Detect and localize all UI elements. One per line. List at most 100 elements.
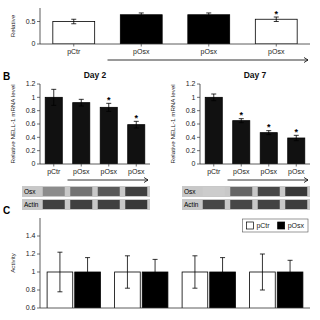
y-tick: [37, 290, 40, 291]
bar: [45, 97, 62, 164]
error-cap: [206, 16, 211, 17]
bar-chart: **00.20.40.60.811.2pCtrpOsxpOsxpOsxRelat…: [3, 70, 150, 183]
y-tick-label: 0.8: [26, 286, 36, 293]
blot-band: [203, 187, 225, 196]
y-tick: [37, 110, 40, 111]
legend-label: pCtr: [256, 222, 270, 230]
y-tick: [37, 84, 40, 85]
blot-band: [98, 187, 120, 196]
dose-arrow-line: [228, 180, 309, 181]
blot-band: [70, 200, 92, 209]
legend-swatch: [278, 222, 285, 229]
bar: [233, 121, 250, 164]
y-axis-label: Relative NELL-1 mRNA level: [9, 84, 16, 163]
y-tick: [197, 150, 200, 151]
error-cap: [274, 21, 279, 22]
error-cap: [134, 128, 139, 129]
bar: [73, 103, 90, 164]
dose-arrow: [108, 58, 309, 63]
error-line: [141, 13, 142, 17]
error-line: [73, 19, 74, 24]
x-tick-label: pOsx: [261, 168, 278, 176]
error-cap: [57, 252, 62, 253]
blot-band: [230, 187, 252, 196]
significance-label: *: [239, 110, 243, 120]
error-cap: [125, 255, 130, 256]
error-line: [194, 256, 195, 288]
error-bar: [153, 259, 158, 284]
bar: [188, 15, 230, 44]
x-tick: [268, 164, 269, 167]
panel-label: C: [3, 205, 10, 216]
bar-chart: *00.5pCtrpOsxpOsxpOsxRelative: [9, 8, 310, 63]
error-cap: [266, 134, 271, 135]
y-tick-label: 0.8: [26, 107, 36, 114]
x-tick-label: pOsx: [101, 168, 118, 176]
error-bar: [220, 258, 225, 287]
bar: [128, 125, 145, 164]
error-cap: [79, 99, 84, 100]
y-tick-label: 1: [192, 94, 196, 101]
plot-area: [205, 94, 305, 164]
x-tick-label: pOsx: [133, 48, 150, 56]
x-tick-label: pOsx: [128, 168, 145, 176]
bar: [260, 133, 277, 164]
error-cap: [71, 23, 76, 24]
error-cap: [85, 286, 90, 287]
error-line: [208, 13, 209, 17]
bar-chart: 0.60.811.21.4ActivityCpCtrpOsx: [3, 205, 310, 320]
error-cap: [211, 100, 216, 101]
y-tick-label: 0.2: [186, 147, 196, 154]
error-cap: [260, 290, 265, 291]
blot-band: [98, 200, 120, 209]
blot-band: [70, 187, 92, 196]
error-cap: [85, 257, 90, 258]
error-cap: [139, 12, 144, 13]
blot-label: Osx: [184, 188, 196, 195]
bar: [53, 22, 95, 45]
error-line: [81, 99, 82, 106]
y-tick-label: 1: [32, 94, 36, 101]
error-cap: [192, 288, 197, 289]
error-cap: [57, 291, 62, 292]
dose-arrow-head: [304, 58, 308, 63]
y-tick: [37, 164, 40, 165]
significance-label: *: [134, 113, 138, 123]
y-tick: [197, 164, 200, 165]
error-cap: [71, 19, 76, 20]
blot-band: [258, 200, 280, 209]
x-tick-label: pOsx: [288, 168, 305, 176]
error-cap: [220, 257, 225, 258]
legend-swatch: [246, 222, 253, 229]
title: Day 7: [244, 70, 267, 80]
error-cap: [153, 284, 158, 285]
y-axis-label: Relative: [9, 14, 16, 37]
y-tick-label: 0.6: [186, 120, 196, 127]
y-axis-line: [40, 8, 41, 44]
y-tick-label: 0.6: [26, 304, 36, 311]
x-axis-line: [200, 164, 310, 165]
y-tick-label: 1.2: [26, 80, 36, 87]
panel-label: B: [3, 71, 10, 82]
error-bar: [51, 89, 56, 105]
y-tick-label: 1.4: [26, 232, 36, 239]
blot-label: Actin: [184, 201, 199, 208]
x-tick: [276, 44, 277, 47]
y-tick: [197, 110, 200, 111]
x-tick-label: pOsx: [201, 48, 218, 56]
x-tick: [108, 164, 109, 167]
y-axis-label: Relative NELL-1 mRNA level: [169, 84, 176, 163]
error-cap: [51, 89, 56, 90]
blot-label: Actin: [24, 201, 39, 208]
error-cap: [206, 12, 211, 13]
error-cap: [106, 111, 111, 112]
blot-band: [43, 187, 65, 196]
y-tick-label: 1: [32, 268, 36, 275]
y-tick: [197, 137, 200, 138]
blot-band: [43, 200, 65, 209]
x-tick: [208, 44, 209, 47]
bar: [120, 15, 162, 44]
dose-arrow-line: [68, 180, 149, 181]
error-line: [59, 252, 60, 292]
error-cap: [239, 122, 244, 123]
